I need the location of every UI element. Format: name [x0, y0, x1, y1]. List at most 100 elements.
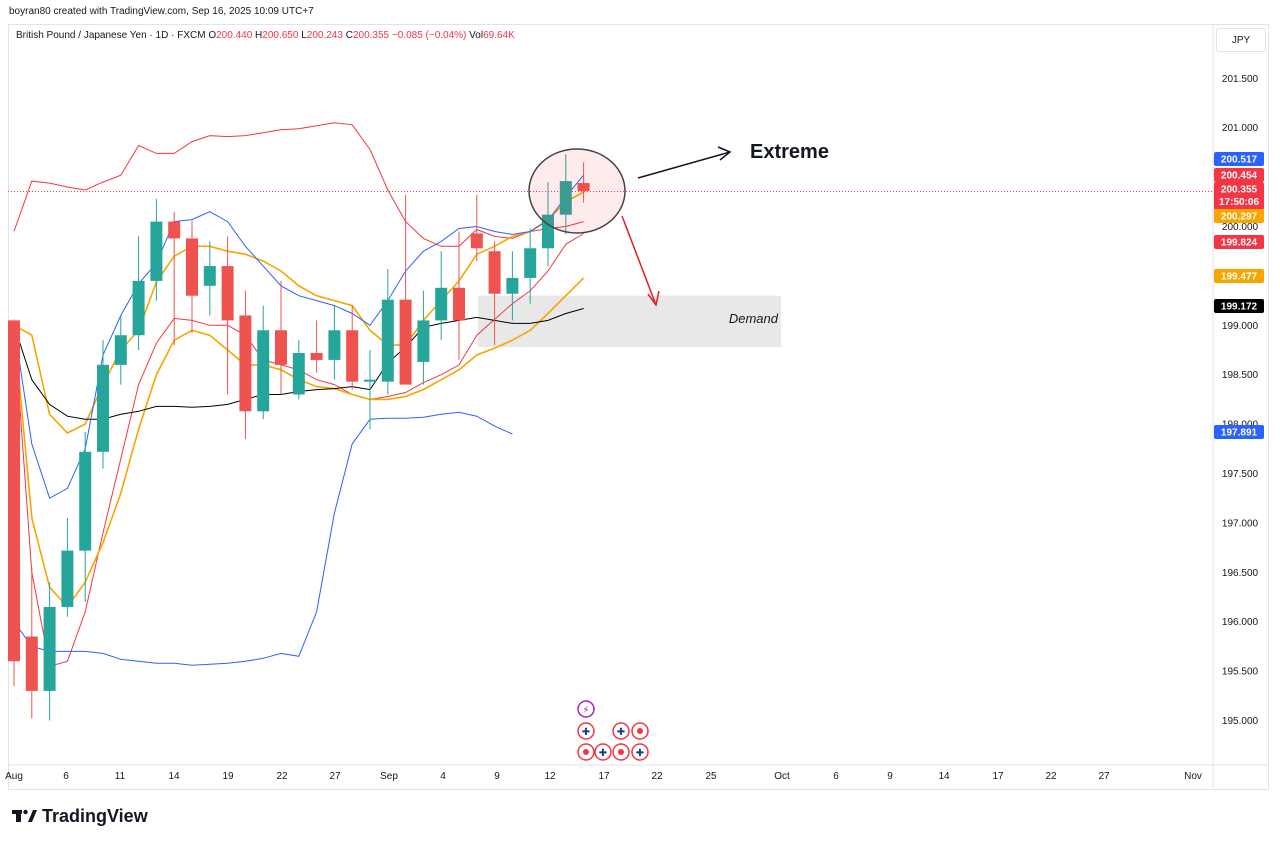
- currency-button[interactable]: JPY: [1216, 28, 1266, 52]
- candle-body: [97, 364, 109, 452]
- candle[interactable]: [310, 320, 323, 373]
- extreme-circle: [528, 148, 626, 234]
- candle[interactable]: [61, 518, 74, 617]
- price-tick-label: 197.500: [1222, 469, 1259, 480]
- low-value: 200.243: [306, 30, 343, 41]
- candle[interactable]: [150, 198, 163, 301]
- candle[interactable]: [577, 162, 590, 203]
- candle[interactable]: [399, 194, 412, 385]
- price-tick-label: 196.000: [1222, 617, 1259, 628]
- candle[interactable]: [132, 236, 145, 351]
- candle[interactable]: [221, 236, 234, 395]
- candle-body: [381, 299, 394, 382]
- candle[interactable]: [257, 305, 270, 420]
- indicator-line-0: [13, 122, 584, 247]
- extreme-label: Extreme: [750, 141, 829, 163]
- extreme-arrow: [637, 151, 731, 179]
- candle[interactable]: [8, 319, 20, 686]
- candle[interactable]: [417, 290, 430, 385]
- candle[interactable]: [381, 269, 394, 395]
- close-label: C: [345, 30, 353, 41]
- lightning-event-icon[interactable]: [577, 700, 595, 718]
- time-tick-label: Sep: [380, 771, 398, 782]
- candle[interactable]: [292, 340, 305, 400]
- uk-flag-icon[interactable]: [612, 722, 630, 740]
- svg-text:⚡: ⚡: [582, 705, 589, 716]
- candle[interactable]: [346, 305, 359, 390]
- svg-text:199.824: 199.824: [1221, 238, 1258, 249]
- candle[interactable]: [364, 350, 376, 430]
- price-tag: 200.454: [1214, 168, 1264, 182]
- economic-events[interactable]: ⚡ ✚ ✚ ✚ ✚: [577, 700, 649, 761]
- price-tag: 199.172: [1214, 299, 1264, 313]
- candle[interactable]: [470, 194, 483, 262]
- candle[interactable]: [453, 231, 465, 360]
- candle[interactable]: [114, 315, 127, 385]
- candle-body: [43, 606, 56, 691]
- time-tick-label: 14: [168, 771, 180, 782]
- price-tag: 200.517: [1214, 152, 1264, 166]
- price-tick-label: 196.500: [1222, 568, 1259, 579]
- candle[interactable]: [79, 432, 92, 602]
- candle-body: [346, 330, 359, 382]
- chart-credit: boyran80 created with TradingView.com, S…: [9, 6, 314, 17]
- demand-label: Demand: [729, 311, 779, 326]
- candle[interactable]: [435, 251, 448, 341]
- uk-flag-icon[interactable]: [631, 743, 649, 761]
- svg-text:✚: ✚: [617, 727, 625, 738]
- candle-body: [150, 221, 163, 281]
- candle[interactable]: [186, 220, 198, 334]
- volume-label: Vol: [469, 30, 484, 41]
- candle-body: [417, 320, 430, 362]
- candle[interactable]: [275, 280, 287, 395]
- candle[interactable]: [488, 241, 501, 346]
- candle[interactable]: [328, 305, 341, 380]
- time-tick-label: 9: [494, 771, 500, 782]
- time-tick-label: 17: [992, 771, 1004, 782]
- price-tick-label: 198.500: [1222, 370, 1259, 381]
- down-arrow-head: [647, 290, 660, 307]
- time-tick-label: 27: [1098, 771, 1110, 782]
- candle-body: [524, 248, 537, 278]
- candle[interactable]: [97, 340, 109, 469]
- svg-text:✚: ✚: [599, 748, 607, 759]
- price-tick-label: 195.500: [1222, 667, 1259, 678]
- high-value: 200.650: [262, 30, 299, 41]
- time-tick-label: 6: [833, 771, 839, 782]
- candle[interactable]: [506, 251, 519, 321]
- time-tick-label: 22: [1045, 771, 1057, 782]
- candle-body: [186, 238, 198, 296]
- high-label: H: [255, 30, 263, 41]
- uk-flag-icon[interactable]: [594, 743, 612, 761]
- svg-text:200.355: 200.355: [1221, 185, 1258, 196]
- candle-body: [488, 251, 501, 294]
- candle[interactable]: [25, 567, 38, 719]
- candle[interactable]: [524, 228, 537, 304]
- candle[interactable]: [203, 241, 216, 316]
- demand-zone[interactable]: [478, 295, 781, 348]
- candle-body: [470, 233, 483, 249]
- candle-body: [221, 266, 234, 321]
- symbol-name: British Pound / Japanese Yen · 1D · FXCM: [16, 30, 206, 41]
- time-tick-label: Aug: [5, 771, 23, 782]
- time-tick-label: Oct: [774, 771, 790, 782]
- time-tick-label: 9: [887, 771, 893, 782]
- candle[interactable]: [559, 154, 572, 235]
- volume-value: 69.64K: [483, 30, 515, 41]
- down-arrow: [621, 215, 657, 306]
- candle-body: [399, 299, 412, 385]
- tradingview-logo[interactable]: TradingView: [12, 804, 148, 828]
- change-value: −0.085 (−0.04%): [391, 30, 467, 41]
- candle-body: [435, 287, 448, 321]
- candle[interactable]: [239, 290, 252, 439]
- uk-flag-icon[interactable]: [577, 722, 595, 740]
- time-tick-label: 11: [115, 771, 126, 782]
- svg-text:200.297: 200.297: [1221, 212, 1258, 223]
- price-tag: 199.477: [1214, 269, 1264, 283]
- candle[interactable]: [43, 582, 56, 721]
- svg-text:✚: ✚: [636, 748, 644, 759]
- time-tick-label: 25: [705, 771, 717, 782]
- candle[interactable]: [168, 211, 181, 346]
